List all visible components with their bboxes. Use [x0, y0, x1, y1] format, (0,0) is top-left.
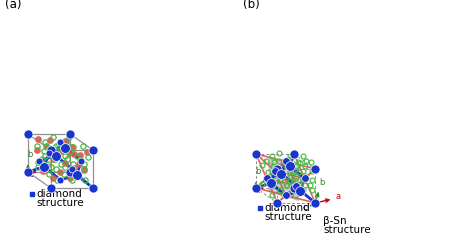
Text: b: b — [255, 168, 260, 177]
Text: b: b — [319, 178, 325, 187]
Text: structure: structure — [323, 225, 371, 235]
Text: β-Sn: β-Sn — [323, 216, 347, 226]
Text: a: a — [335, 192, 340, 201]
Text: c: c — [302, 203, 307, 212]
Text: diamond: diamond — [264, 203, 310, 213]
Text: c: c — [28, 170, 33, 180]
Text: (a): (a) — [5, 0, 21, 11]
Polygon shape — [269, 158, 299, 201]
Text: structure: structure — [264, 212, 311, 222]
Text: a: a — [42, 166, 47, 175]
Text: a: a — [269, 182, 274, 191]
Text: c: c — [256, 186, 261, 195]
Text: structure: structure — [36, 198, 83, 208]
Text: diamond: diamond — [36, 189, 82, 199]
Text: (b): (b) — [243, 0, 260, 11]
Text: b: b — [27, 150, 32, 159]
